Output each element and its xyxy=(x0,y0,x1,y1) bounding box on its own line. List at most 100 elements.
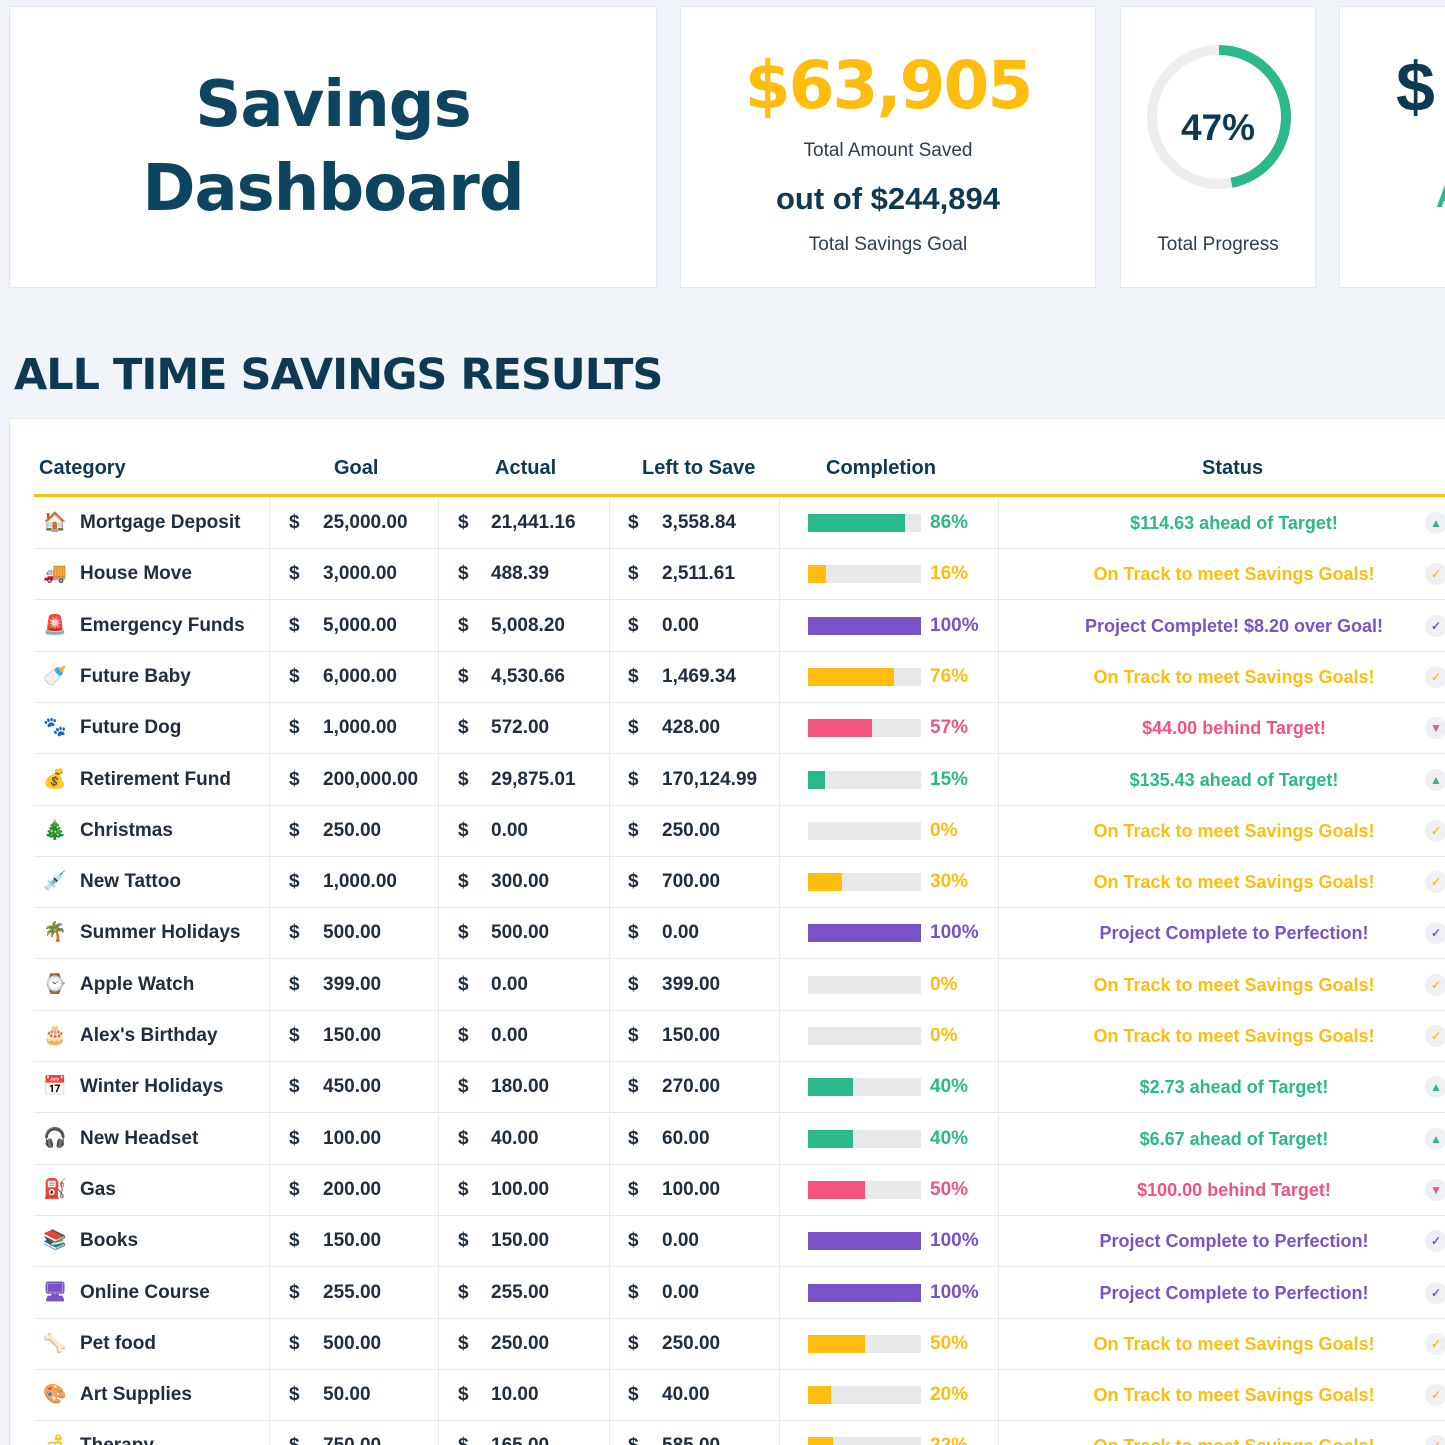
currency-symbol: $ xyxy=(458,512,469,533)
column-divider xyxy=(609,1370,610,1422)
table-row[interactable]: ⛽ Gas $200.00 $100.00 $100.00 50% $100.00 behi… xyxy=(34,1164,1445,1216)
completion-bar xyxy=(808,1027,921,1045)
column-divider xyxy=(779,1318,780,1370)
column-divider xyxy=(269,651,270,703)
completion-bar-fill xyxy=(808,873,842,892)
column-divider xyxy=(269,1370,270,1422)
birthday-cake-icon: 🎂 xyxy=(43,1025,67,1046)
completion-bar xyxy=(808,667,921,686)
currency-symbol: $ xyxy=(289,665,300,687)
table-row[interactable]: 🏠 Mortgage Deposit $25,000.00 $21,441.16 $3,… xyxy=(34,498,1445,549)
status-text: $44.00 behind Target! xyxy=(1142,718,1326,739)
currency-symbol: $ xyxy=(458,973,469,995)
money-bag-icon: 💰 xyxy=(43,768,67,790)
category-name: Future Dog xyxy=(80,717,182,739)
checkmark-icon: ✓ xyxy=(1425,1281,1445,1304)
checkmark-icon: ✓ xyxy=(1425,871,1445,894)
status-text: Project Complete! $8.20 over Goal! xyxy=(1084,615,1384,636)
completion-bar-fill xyxy=(808,1078,854,1097)
col-actual[interactable]: Actual xyxy=(495,457,557,479)
books-icon: 📚 xyxy=(43,1230,67,1252)
col-goal[interactable]: Goal xyxy=(334,457,379,479)
currency-symbol: $ xyxy=(289,1076,300,1098)
table-row[interactable]: 📅 Winter Holidays $450.00 $180.00 $270.00 40%… xyxy=(34,1062,1445,1114)
currency-symbol: $ xyxy=(628,819,639,841)
status-text: On Track to meet Savings Goals! xyxy=(1093,974,1375,995)
table-row[interactable]: 🍼 Future Baby $6,000.00 $4,530.66 $1,469.34 7… xyxy=(34,651,1445,703)
currency-symbol: $ xyxy=(628,768,639,790)
category-name: Retirement Fund xyxy=(80,768,231,790)
col-left-to-save[interactable]: Left to Save xyxy=(642,457,756,479)
column-divider xyxy=(609,1113,610,1165)
column-divider xyxy=(779,1164,780,1216)
table-row[interactable]: 🦴 Pet food $500.00 $250.00 $250.00 50% On Trac… xyxy=(34,1318,1445,1370)
table-row[interactable]: 🚨 Emergency Funds $5,000.00 $5,008.20 $0.00 1… xyxy=(34,600,1445,652)
column-divider xyxy=(438,1421,439,1445)
column-divider xyxy=(609,651,610,703)
column-divider xyxy=(779,651,780,703)
table-row[interactable]: 💉 New Tattoo $1,000.00 $300.00 $700.00 30% On … xyxy=(34,857,1445,909)
siren-icon: 🚨 xyxy=(43,614,67,636)
progress-ring xyxy=(1147,45,1291,189)
status-text: $2.73 ahead of Target! xyxy=(1139,1077,1329,1098)
column-divider xyxy=(269,754,270,806)
status-text: $6.67 ahead of Target! xyxy=(1139,1128,1329,1149)
column-divider xyxy=(998,857,999,909)
table-row[interactable]: 🎄 Christmas $250.00 $0.00 $250.00 0% On Track … xyxy=(34,805,1445,857)
currency-symbol: $ xyxy=(289,1421,300,1445)
checkmark-icon: ✓ xyxy=(1425,922,1445,945)
completion-bar-fill xyxy=(808,719,873,738)
checkmark-icon: ✓ xyxy=(1425,1384,1445,1407)
header-underline xyxy=(34,494,1445,497)
title-line-1: Savings xyxy=(195,68,471,142)
category-name: Therapy xyxy=(80,1421,154,1445)
col-completion[interactable]: Completion xyxy=(826,457,936,479)
column-divider xyxy=(609,1318,610,1370)
left-to-save-value: 40.00 xyxy=(662,1384,710,1406)
table-row[interactable]: 🛋 Therapy $750.00 $165.00 $585.00 22% On Track… xyxy=(34,1421,1445,1445)
checkmark-icon: ✓ xyxy=(1425,1025,1445,1047)
table-row[interactable]: 🐾 Future Dog $1,000.00 $572.00 $428.00 57% $44… xyxy=(34,703,1445,755)
category-name: Emergency Funds xyxy=(80,614,245,636)
left-to-save-value: 270.00 xyxy=(662,1076,721,1098)
completion-percent: 0% xyxy=(930,819,958,841)
completion-percent: 15% xyxy=(930,768,969,790)
completion-bar-fill xyxy=(808,1283,921,1302)
category-name: Alex's Birthday xyxy=(80,1025,218,1046)
table-row[interactable]: 🎧 New Headset $100.00 $40.00 $60.00 40% $6.67 … xyxy=(34,1113,1445,1165)
column-divider xyxy=(438,959,439,1011)
table-row[interactable]: 🌴 Summer Holidays $500.00 $500.00 $0.00 100% P… xyxy=(34,908,1445,960)
partial-summary-card: $ A xyxy=(1339,6,1445,288)
currency-symbol: $ xyxy=(289,871,300,893)
column-divider xyxy=(269,498,270,549)
currency-symbol: $ xyxy=(289,512,300,533)
col-category[interactable]: Category xyxy=(39,457,126,479)
category-name: Mortgage Deposit xyxy=(80,512,241,533)
column-divider xyxy=(438,1216,439,1268)
left-to-save-value: 0.00 xyxy=(662,922,699,944)
currency-symbol: $ xyxy=(628,563,639,585)
table-row[interactable]: 🎨 Art Supplies $50.00 $10.00 $40.00 20% On Tra… xyxy=(34,1370,1445,1422)
completion-percent: 76% xyxy=(930,665,969,687)
currency-symbol: $ xyxy=(628,973,639,995)
completion-bar xyxy=(808,1078,921,1097)
left-to-save-value: 1,469.34 xyxy=(662,665,736,687)
column-divider xyxy=(609,908,610,960)
currency-symbol: $ xyxy=(628,1281,639,1303)
column-divider xyxy=(998,1062,999,1114)
table-row[interactable]: 📚 Books $150.00 $150.00 $0.00 100% Project Com… xyxy=(34,1216,1445,1268)
table-row[interactable]: 🖥 Online Course $255.00 $255.00 $0.00 100% Pro… xyxy=(34,1267,1445,1319)
currency-symbol: $ xyxy=(458,1230,469,1252)
currency-symbol: $ xyxy=(628,1127,639,1149)
table-row[interactable]: 🚚 House Move $3,000.00 $488.39 $2,511.61 16% O… xyxy=(34,549,1445,601)
currency-symbol: $ xyxy=(458,871,469,893)
goal-value: 500.00 xyxy=(323,1332,382,1354)
column-divider xyxy=(609,1216,610,1268)
completion-percent: 30% xyxy=(930,871,969,893)
table-row[interactable]: ⌚ Apple Watch $399.00 $0.00 $399.00 0% On Trac… xyxy=(34,959,1445,1011)
table-row[interactable]: 💰 Retirement Fund $200,000.00 $29,875.01 $17… xyxy=(34,754,1445,806)
table-row[interactable]: 🎂 Alex's Birthday $150.00 $0.00 $150.00 0% On … xyxy=(34,1011,1445,1062)
currency-symbol: $ xyxy=(289,1281,300,1303)
currency-symbol: $ xyxy=(289,614,300,636)
col-status[interactable]: Status xyxy=(1202,457,1264,479)
